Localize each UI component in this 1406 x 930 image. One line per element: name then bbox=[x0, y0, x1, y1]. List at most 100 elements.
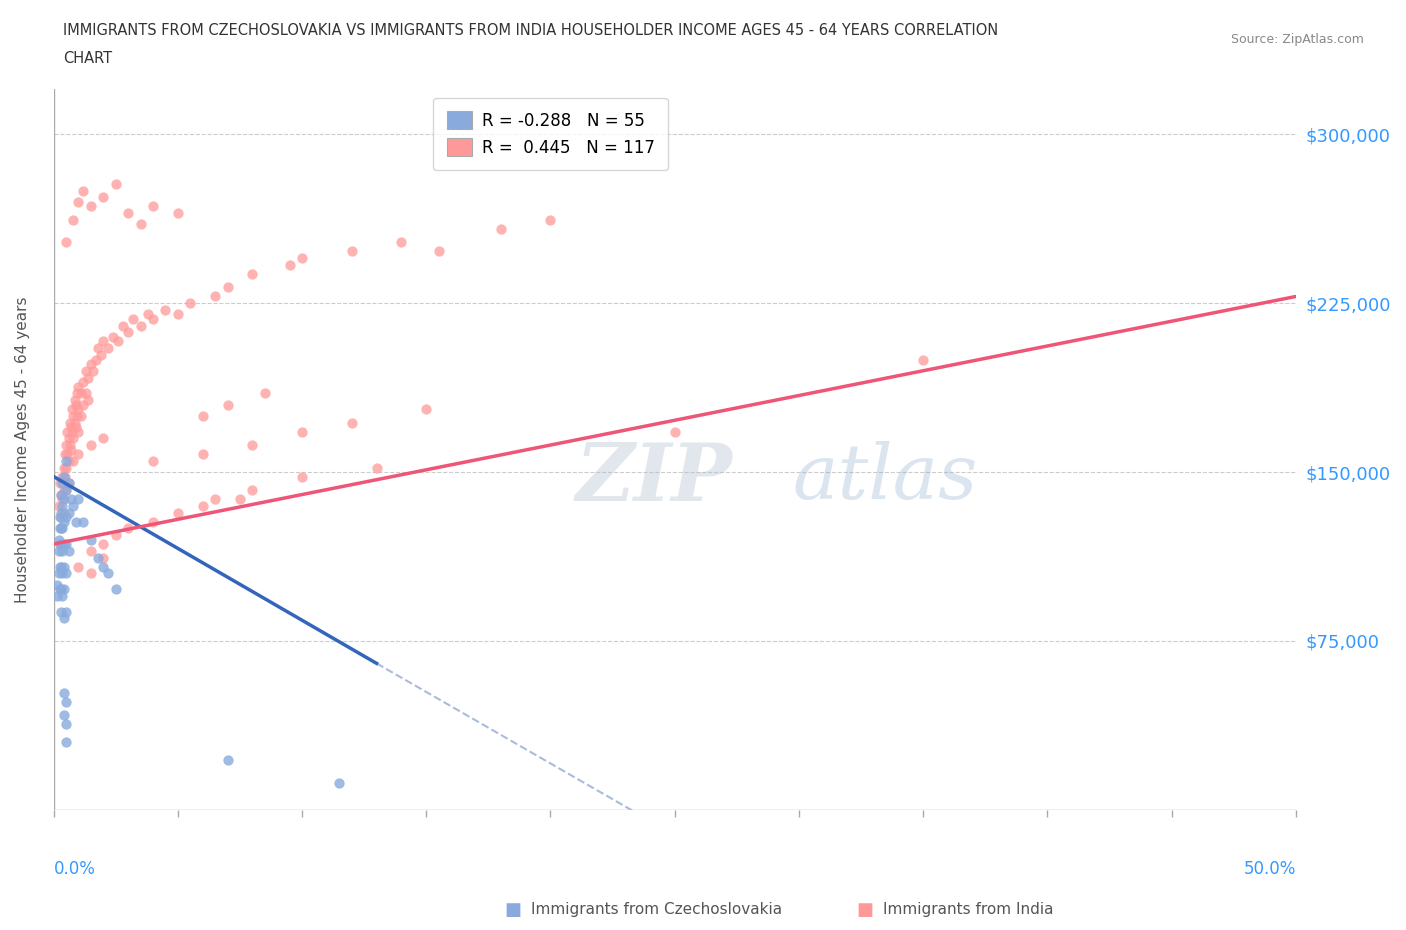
Point bbox=[67, 492, 90, 507]
Point bbox=[80, 565, 103, 580]
Point bbox=[49, 604, 72, 619]
Text: Immigrants from Czechoslovakia: Immigrants from Czechoslovakia bbox=[531, 902, 783, 917]
Point bbox=[52, 559, 75, 574]
Point bbox=[52, 537, 75, 551]
Point bbox=[340, 415, 363, 430]
Point bbox=[112, 318, 135, 333]
Point bbox=[80, 438, 103, 453]
Point bbox=[52, 708, 75, 723]
Point bbox=[51, 543, 73, 558]
Point bbox=[80, 199, 103, 214]
Point bbox=[72, 183, 94, 198]
Point bbox=[55, 453, 77, 468]
Point bbox=[240, 267, 263, 282]
Point bbox=[48, 498, 70, 513]
Point bbox=[49, 559, 72, 574]
Point bbox=[63, 392, 86, 407]
Point bbox=[65, 419, 87, 434]
Point bbox=[62, 431, 84, 445]
Point bbox=[366, 460, 388, 475]
Point bbox=[217, 752, 239, 767]
Point bbox=[129, 217, 152, 232]
Point bbox=[291, 469, 314, 484]
Point bbox=[49, 581, 72, 596]
Point bbox=[117, 206, 139, 220]
Point bbox=[72, 397, 94, 412]
Point bbox=[77, 370, 100, 385]
Point bbox=[142, 514, 165, 529]
Point bbox=[55, 537, 77, 551]
Point bbox=[129, 318, 152, 333]
Point bbox=[58, 453, 80, 468]
Point bbox=[55, 565, 77, 580]
Point bbox=[49, 505, 72, 520]
Point bbox=[59, 492, 82, 507]
Point bbox=[217, 397, 239, 412]
Point bbox=[664, 424, 686, 439]
Point bbox=[55, 510, 77, 525]
Point bbox=[51, 492, 73, 507]
Point bbox=[87, 340, 110, 355]
Point bbox=[55, 460, 77, 475]
Point bbox=[122, 312, 145, 326]
Point bbox=[166, 307, 188, 322]
Point bbox=[59, 442, 82, 457]
Point bbox=[91, 190, 114, 205]
Point bbox=[72, 514, 94, 529]
Point bbox=[52, 460, 75, 475]
Point bbox=[191, 498, 214, 513]
Point bbox=[62, 408, 84, 423]
Legend: R = -0.288   N = 55, R =  0.445   N = 117: R = -0.288 N = 55, R = 0.445 N = 117 bbox=[433, 98, 668, 170]
Point bbox=[80, 543, 103, 558]
Point bbox=[91, 537, 114, 551]
Point bbox=[391, 235, 413, 250]
Point bbox=[540, 213, 562, 228]
Point bbox=[52, 581, 75, 596]
Point bbox=[56, 424, 79, 439]
Point bbox=[77, 392, 100, 407]
Point bbox=[104, 581, 127, 596]
Point bbox=[46, 589, 69, 604]
Point bbox=[65, 514, 87, 529]
Point bbox=[51, 476, 73, 491]
Point bbox=[67, 402, 90, 417]
Point bbox=[240, 483, 263, 498]
Point bbox=[52, 505, 75, 520]
Point bbox=[75, 386, 97, 401]
Point bbox=[80, 356, 103, 371]
Point bbox=[91, 559, 114, 574]
Point bbox=[58, 505, 80, 520]
Point bbox=[55, 483, 77, 498]
Point bbox=[67, 379, 90, 394]
Point bbox=[66, 408, 89, 423]
Point bbox=[51, 521, 73, 536]
Point bbox=[204, 492, 226, 507]
Point bbox=[59, 415, 82, 430]
Point bbox=[52, 514, 75, 529]
Point bbox=[52, 685, 75, 700]
Point bbox=[489, 221, 512, 236]
Point bbox=[55, 438, 77, 453]
Point bbox=[104, 527, 127, 542]
Point bbox=[49, 537, 72, 551]
Point bbox=[117, 521, 139, 536]
Text: ■: ■ bbox=[856, 900, 873, 919]
Point bbox=[55, 235, 77, 250]
Point bbox=[240, 438, 263, 453]
Point bbox=[191, 446, 214, 461]
Point bbox=[117, 326, 139, 340]
Point bbox=[91, 551, 114, 565]
Point bbox=[72, 375, 94, 390]
Point bbox=[82, 364, 104, 379]
Point bbox=[52, 483, 75, 498]
Point bbox=[97, 340, 120, 355]
Point bbox=[204, 289, 226, 304]
Point bbox=[55, 483, 77, 498]
Point bbox=[67, 559, 90, 574]
Point bbox=[97, 565, 120, 580]
Point bbox=[67, 424, 90, 439]
Point bbox=[67, 194, 90, 209]
Point bbox=[253, 386, 276, 401]
Point bbox=[278, 258, 301, 272]
Point bbox=[49, 510, 72, 525]
